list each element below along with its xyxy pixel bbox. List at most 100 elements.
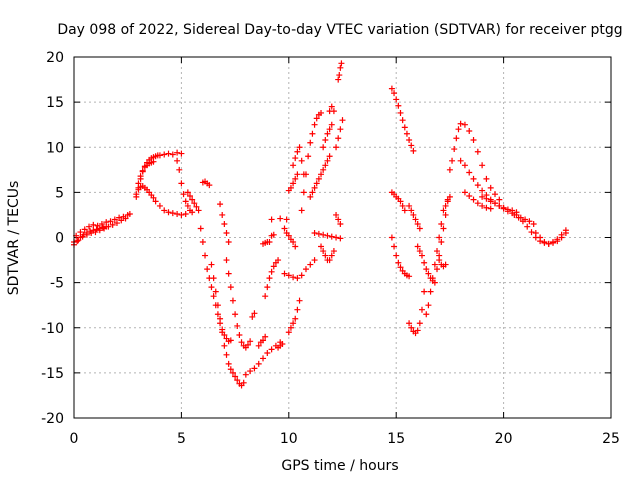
data-series	[423, 220, 445, 318]
y-axis-label: SDTVAR / TECUs	[6, 181, 22, 296]
data-point	[298, 272, 305, 279]
data-series	[249, 310, 258, 320]
data-point	[425, 302, 432, 309]
data-point	[528, 229, 535, 236]
data-point	[139, 167, 146, 174]
data-series	[262, 257, 282, 300]
data-point	[229, 369, 236, 376]
data-point	[255, 360, 262, 367]
data-point	[189, 196, 196, 203]
data-point	[302, 171, 309, 178]
data-point	[249, 313, 256, 320]
data-point	[294, 148, 301, 155]
data-point	[393, 96, 400, 103]
data-point	[337, 126, 344, 133]
data-point	[247, 368, 254, 375]
data-point	[227, 284, 234, 291]
data-point	[320, 231, 327, 238]
data-point	[406, 320, 413, 327]
data-point	[431, 261, 438, 268]
data-point	[519, 218, 526, 225]
data-point	[397, 109, 404, 116]
data-point	[184, 202, 191, 209]
data-point	[401, 124, 408, 131]
data-point	[391, 243, 398, 250]
data-point	[423, 311, 430, 318]
data-point	[287, 324, 294, 331]
data-point	[515, 214, 522, 221]
data-point	[169, 151, 176, 158]
data-point	[251, 365, 258, 372]
data-point	[204, 266, 211, 273]
data-point	[421, 259, 428, 266]
data-point	[214, 311, 221, 318]
data-point	[326, 257, 333, 264]
data-point	[182, 198, 189, 205]
data-point	[410, 211, 417, 218]
y-tick-label: -15	[41, 366, 64, 382]
data-point	[446, 166, 453, 173]
data-series	[255, 333, 269, 349]
data-series	[532, 229, 569, 247]
data-point	[496, 196, 503, 203]
data-point	[320, 166, 327, 173]
data-point	[423, 266, 430, 273]
data-point	[410, 147, 417, 154]
data-point	[311, 229, 318, 236]
data-point	[466, 128, 473, 135]
data-point	[227, 337, 234, 344]
data-point	[217, 315, 224, 322]
data-point	[483, 175, 490, 182]
data-point	[285, 329, 292, 336]
data-point	[178, 150, 185, 157]
x-tick-label: 10	[280, 431, 298, 447]
data-series	[174, 157, 196, 216]
data-point	[479, 202, 486, 209]
data-point	[219, 211, 226, 218]
data-point	[93, 226, 100, 233]
data-point	[315, 230, 322, 237]
data-point	[451, 146, 458, 153]
data-point	[550, 239, 557, 246]
data-point	[234, 322, 241, 329]
data-series	[223, 257, 254, 351]
data-point	[161, 207, 168, 214]
data-series	[199, 178, 213, 189]
data-series	[307, 153, 333, 200]
data-point	[122, 215, 129, 222]
data-point	[292, 315, 299, 322]
data-point	[260, 337, 267, 344]
data-point	[223, 257, 230, 264]
data-point	[408, 324, 415, 331]
data-point	[337, 64, 344, 71]
data-point	[436, 257, 443, 264]
data-point	[156, 152, 163, 159]
data-point	[236, 331, 243, 338]
data-point	[77, 229, 84, 236]
data-point	[307, 261, 314, 268]
data-point	[427, 288, 434, 295]
data-point	[455, 126, 462, 133]
data-point	[208, 261, 215, 268]
data-point	[335, 216, 342, 223]
data-point	[133, 191, 140, 198]
data-point	[318, 109, 325, 116]
data-point	[113, 220, 120, 227]
data-point	[399, 202, 406, 209]
data-point	[328, 233, 335, 240]
data-point	[470, 175, 477, 182]
data-point	[318, 243, 325, 250]
data-point	[165, 209, 172, 216]
data-series	[318, 243, 337, 264]
data-point	[322, 137, 329, 144]
data-point	[328, 121, 335, 128]
data-point	[440, 225, 447, 232]
y-tick-label: 10	[46, 140, 64, 156]
data-series	[298, 109, 325, 214]
data-series	[268, 215, 290, 223]
data-series	[133, 183, 189, 218]
data-point	[109, 221, 116, 228]
data-point	[309, 130, 316, 137]
data-point	[496, 202, 503, 209]
data-point	[221, 220, 228, 227]
